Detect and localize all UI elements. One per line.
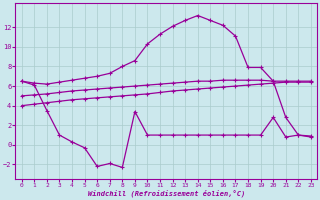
X-axis label: Windchill (Refroidissement éolien,°C): Windchill (Refroidissement éolien,°C)	[88, 190, 245, 197]
